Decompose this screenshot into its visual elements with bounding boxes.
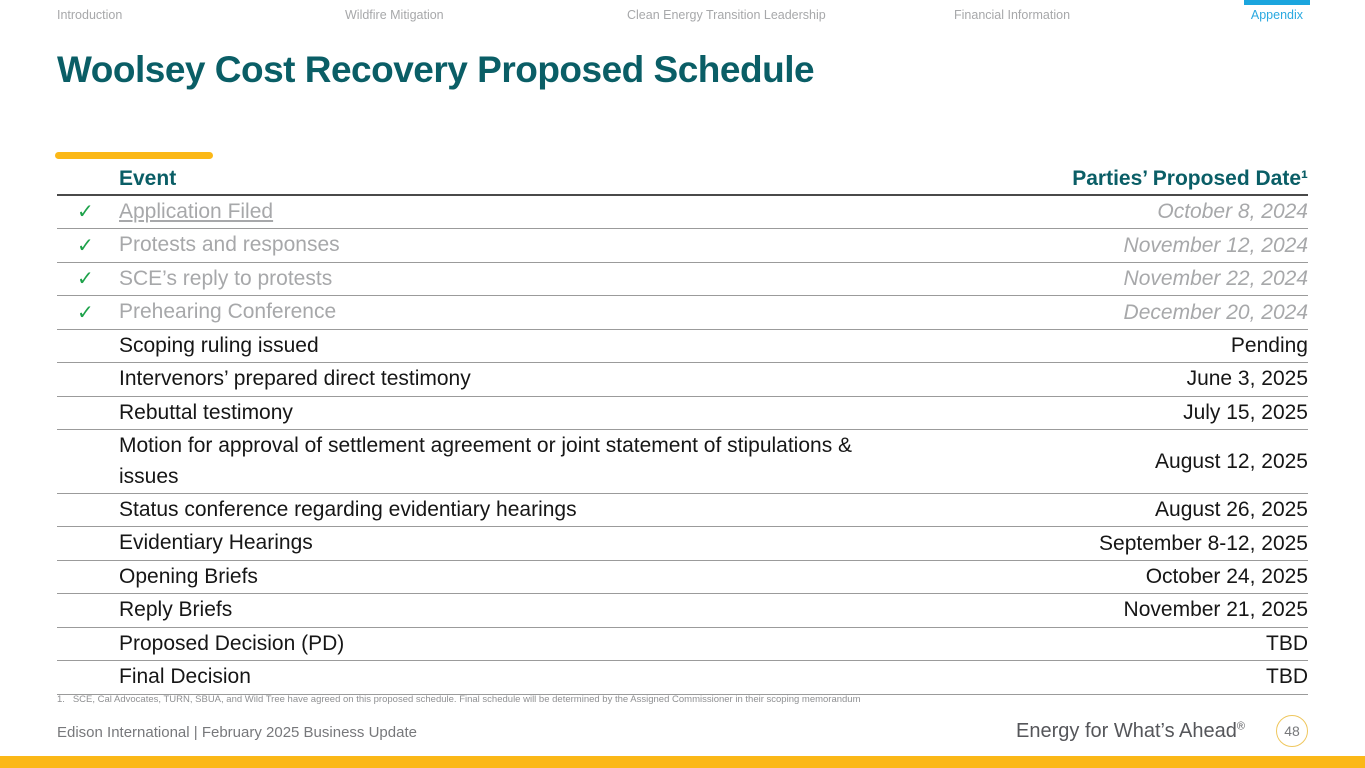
- date-cell: TBD: [1266, 631, 1308, 655]
- bottom-accent-bar: [0, 756, 1365, 768]
- date-cell: December 20, 2024: [1123, 300, 1308, 324]
- event-cell: Reply Briefs: [119, 598, 233, 622]
- check-icon: ✓: [77, 234, 94, 257]
- table-row: ✓ Prehearing Conference December 20, 202…: [57, 296, 1308, 330]
- event-cell: Evidentiary Hearings: [119, 531, 313, 555]
- schedule-table: Event Parties’ Proposed Date¹ ✓ Applicat…: [57, 163, 1308, 695]
- table-row: Reply Briefs November 21, 2025: [57, 594, 1308, 628]
- table-row: Opening Briefs October 24, 2025: [57, 561, 1308, 595]
- top-nav: Introduction Wildfire Mitigation Clean E…: [0, 0, 1365, 28]
- tagline-text: Energy for What’s Ahead: [1016, 720, 1237, 742]
- table-row: Scoping ruling issued Pending: [57, 330, 1308, 364]
- check-icon: ✓: [77, 301, 94, 324]
- table-row: Motion for approval of settlement agreem…: [57, 430, 1308, 494]
- date-cell: August 12, 2025: [1155, 449, 1308, 473]
- event-cell: Protests and responses: [119, 233, 340, 257]
- date-cell: November 21, 2025: [1123, 598, 1308, 622]
- date-cell: November 12, 2024: [1123, 233, 1308, 257]
- nav-item-introduction[interactable]: Introduction: [57, 8, 123, 22]
- nav-item-financial-information[interactable]: Financial Information: [954, 8, 1071, 22]
- event-cell: Scoping ruling issued: [119, 333, 319, 357]
- event-cell: Motion for approval of settlement agreem…: [119, 434, 853, 488]
- table-row: Intervenors’ prepared direct testimony J…: [57, 363, 1308, 397]
- table-row: ✓ Protests and responses November 12, 20…: [57, 229, 1308, 263]
- date-cell: September 8-12, 2025: [1099, 531, 1308, 555]
- date-cell: October 24, 2025: [1145, 565, 1308, 589]
- table-row: Status conference regarding evidentiary …: [57, 494, 1308, 528]
- page-title: Woolsey Cost Recovery Proposed Schedule: [57, 49, 815, 90]
- event-cell: Prehearing Conference: [119, 300, 337, 324]
- check-icon: ✓: [77, 268, 94, 291]
- footnote: 1. SCE, Cal Advocates, TURN, SBUA, and W…: [57, 694, 861, 705]
- date-cell: October 8, 2024: [1157, 200, 1308, 224]
- table-row: ✓ SCE’s reply to protests November 22, 2…: [57, 263, 1308, 297]
- active-tab-indicator: [1244, 0, 1310, 5]
- date-cell: August 26, 2025: [1155, 498, 1308, 522]
- nav-item-clean-energy[interactable]: Clean Energy Transition Leadership: [627, 8, 826, 22]
- event-cell: Final Decision: [119, 665, 251, 689]
- event-cell: Rebuttal testimony: [119, 400, 293, 424]
- table-row: Evidentiary Hearings September 8-12, 202…: [57, 527, 1308, 561]
- footer-company-label: Edison International | February 2025 Bus…: [57, 724, 417, 741]
- event-cell: Intervenors’ prepared direct testimony: [119, 367, 471, 391]
- footer-tagline: Energy for What’s Ahead®: [1016, 720, 1245, 743]
- table-header-row: Event Parties’ Proposed Date¹: [57, 163, 1308, 196]
- page-number: 48: [1284, 723, 1300, 739]
- page-number-badge: 48: [1276, 715, 1308, 747]
- column-header-event: Event: [119, 166, 177, 190]
- nav-item-wildfire-mitigation[interactable]: Wildfire Mitigation: [345, 8, 444, 22]
- nav-item-appendix[interactable]: Appendix: [1250, 8, 1303, 22]
- date-cell: November 22, 2024: [1123, 267, 1308, 291]
- event-cell: Opening Briefs: [119, 564, 258, 588]
- table-row: ✓ Application Filed October 8, 2024: [57, 196, 1308, 230]
- date-cell: June 3, 2025: [1186, 367, 1308, 391]
- accent-bar: [55, 152, 213, 159]
- date-cell: July 15, 2025: [1183, 400, 1308, 424]
- date-cell: Pending: [1230, 333, 1308, 357]
- date-cell: TBD: [1266, 665, 1308, 689]
- event-cell: SCE’s reply to protests: [119, 266, 333, 290]
- check-icon: ✓: [77, 201, 94, 224]
- table-row: Proposed Decision (PD) TBD: [57, 628, 1308, 662]
- event-cell: Application Filed: [119, 200, 274, 223]
- column-header-date: Parties’ Proposed Date¹: [1072, 166, 1308, 190]
- event-cell: Proposed Decision (PD): [119, 631, 345, 655]
- table-row: Final Decision TBD: [57, 661, 1308, 695]
- table-row: Rebuttal testimony July 15, 2025: [57, 397, 1308, 431]
- registered-mark: ®: [1236, 720, 1245, 733]
- event-cell: Status conference regarding evidentiary …: [119, 497, 577, 521]
